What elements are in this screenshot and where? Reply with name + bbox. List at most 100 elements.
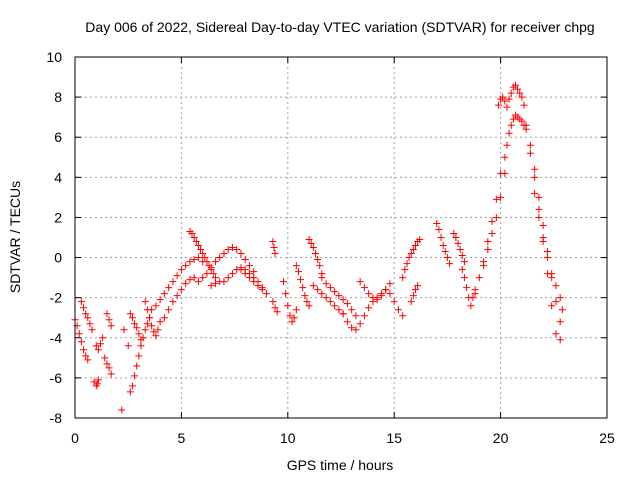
data-point xyxy=(118,406,126,414)
data-point xyxy=(250,278,258,286)
data-point xyxy=(556,318,564,326)
data-point xyxy=(105,364,113,372)
data-point xyxy=(390,298,398,306)
data-point xyxy=(382,286,390,294)
data-point xyxy=(101,354,109,362)
data-point xyxy=(294,268,302,276)
data-point xyxy=(224,274,232,282)
data-point xyxy=(211,258,219,266)
data-point xyxy=(416,236,424,244)
series-s38 xyxy=(526,149,564,344)
series-s36 xyxy=(501,111,530,161)
data-point xyxy=(92,342,100,350)
data-point xyxy=(284,302,292,310)
data-point xyxy=(128,314,136,322)
data-point xyxy=(407,298,415,306)
data-point xyxy=(314,256,322,264)
data-point xyxy=(556,336,564,344)
data-point xyxy=(509,115,517,123)
data-point xyxy=(220,278,228,286)
data-point xyxy=(273,308,281,316)
data-point xyxy=(141,326,149,334)
data-point xyxy=(270,244,278,252)
data-point xyxy=(305,302,313,310)
data-point xyxy=(188,229,196,237)
data-points xyxy=(71,81,566,414)
data-point xyxy=(507,89,515,97)
data-point xyxy=(271,304,279,312)
data-point xyxy=(224,246,232,254)
series-s10 xyxy=(126,310,145,344)
data-point xyxy=(245,274,253,282)
y-tick-label: 0 xyxy=(54,250,62,266)
data-point xyxy=(488,229,496,237)
y-tick-label: 8 xyxy=(54,89,62,105)
data-point xyxy=(386,290,394,298)
data-point xyxy=(299,284,307,292)
data-point xyxy=(348,324,356,332)
data-point xyxy=(539,234,547,241)
data-point xyxy=(552,298,560,306)
series-s27 xyxy=(382,286,407,320)
data-point xyxy=(177,266,185,274)
data-point xyxy=(335,306,343,314)
data-point xyxy=(316,262,324,270)
data-point xyxy=(288,318,296,326)
data-point xyxy=(365,304,373,312)
data-point xyxy=(403,260,411,268)
data-point xyxy=(156,296,164,304)
data-point xyxy=(94,376,102,384)
data-point xyxy=(220,250,228,258)
data-point xyxy=(305,236,313,244)
data-point xyxy=(314,286,322,294)
y-tick-label: 10 xyxy=(46,49,62,65)
data-point xyxy=(450,229,458,237)
data-point xyxy=(250,268,258,276)
data-point xyxy=(148,306,156,314)
data-point xyxy=(501,153,509,161)
data-point xyxy=(182,280,190,288)
data-point xyxy=(194,254,202,262)
series-s35 xyxy=(494,81,528,111)
data-point xyxy=(190,274,198,282)
data-point xyxy=(331,302,339,310)
data-point xyxy=(82,352,90,360)
data-point xyxy=(399,274,407,282)
data-point xyxy=(548,302,556,310)
data-point xyxy=(228,244,236,252)
x-tick-label: 10 xyxy=(280,430,296,446)
data-point xyxy=(407,250,415,258)
data-point xyxy=(84,356,92,364)
data-point xyxy=(394,306,402,314)
data-point xyxy=(216,254,224,262)
data-point xyxy=(326,298,334,306)
data-point xyxy=(86,320,94,328)
data-point xyxy=(177,286,185,294)
data-point xyxy=(152,302,160,310)
y-axis-label: SDTVAR / TECUs xyxy=(7,181,23,293)
data-point xyxy=(514,85,522,93)
data-point xyxy=(369,294,377,302)
data-point xyxy=(456,246,464,254)
data-point xyxy=(326,284,334,292)
data-point xyxy=(414,282,422,290)
data-point xyxy=(124,342,132,350)
data-point xyxy=(494,101,502,109)
data-point xyxy=(348,306,356,314)
data-point xyxy=(539,221,547,229)
data-point xyxy=(133,362,141,370)
data-point xyxy=(135,352,143,360)
data-point xyxy=(405,254,413,262)
data-point xyxy=(301,292,309,300)
data-point xyxy=(339,310,347,318)
series-s32 xyxy=(458,266,479,310)
data-point xyxy=(480,262,488,270)
data-point xyxy=(488,217,496,225)
data-point xyxy=(97,340,105,348)
series-s6 xyxy=(103,310,115,330)
series-s31 xyxy=(450,229,468,266)
data-point xyxy=(303,298,311,306)
series-s7 xyxy=(118,406,126,414)
data-point xyxy=(322,294,330,302)
series-s13 xyxy=(160,274,198,322)
